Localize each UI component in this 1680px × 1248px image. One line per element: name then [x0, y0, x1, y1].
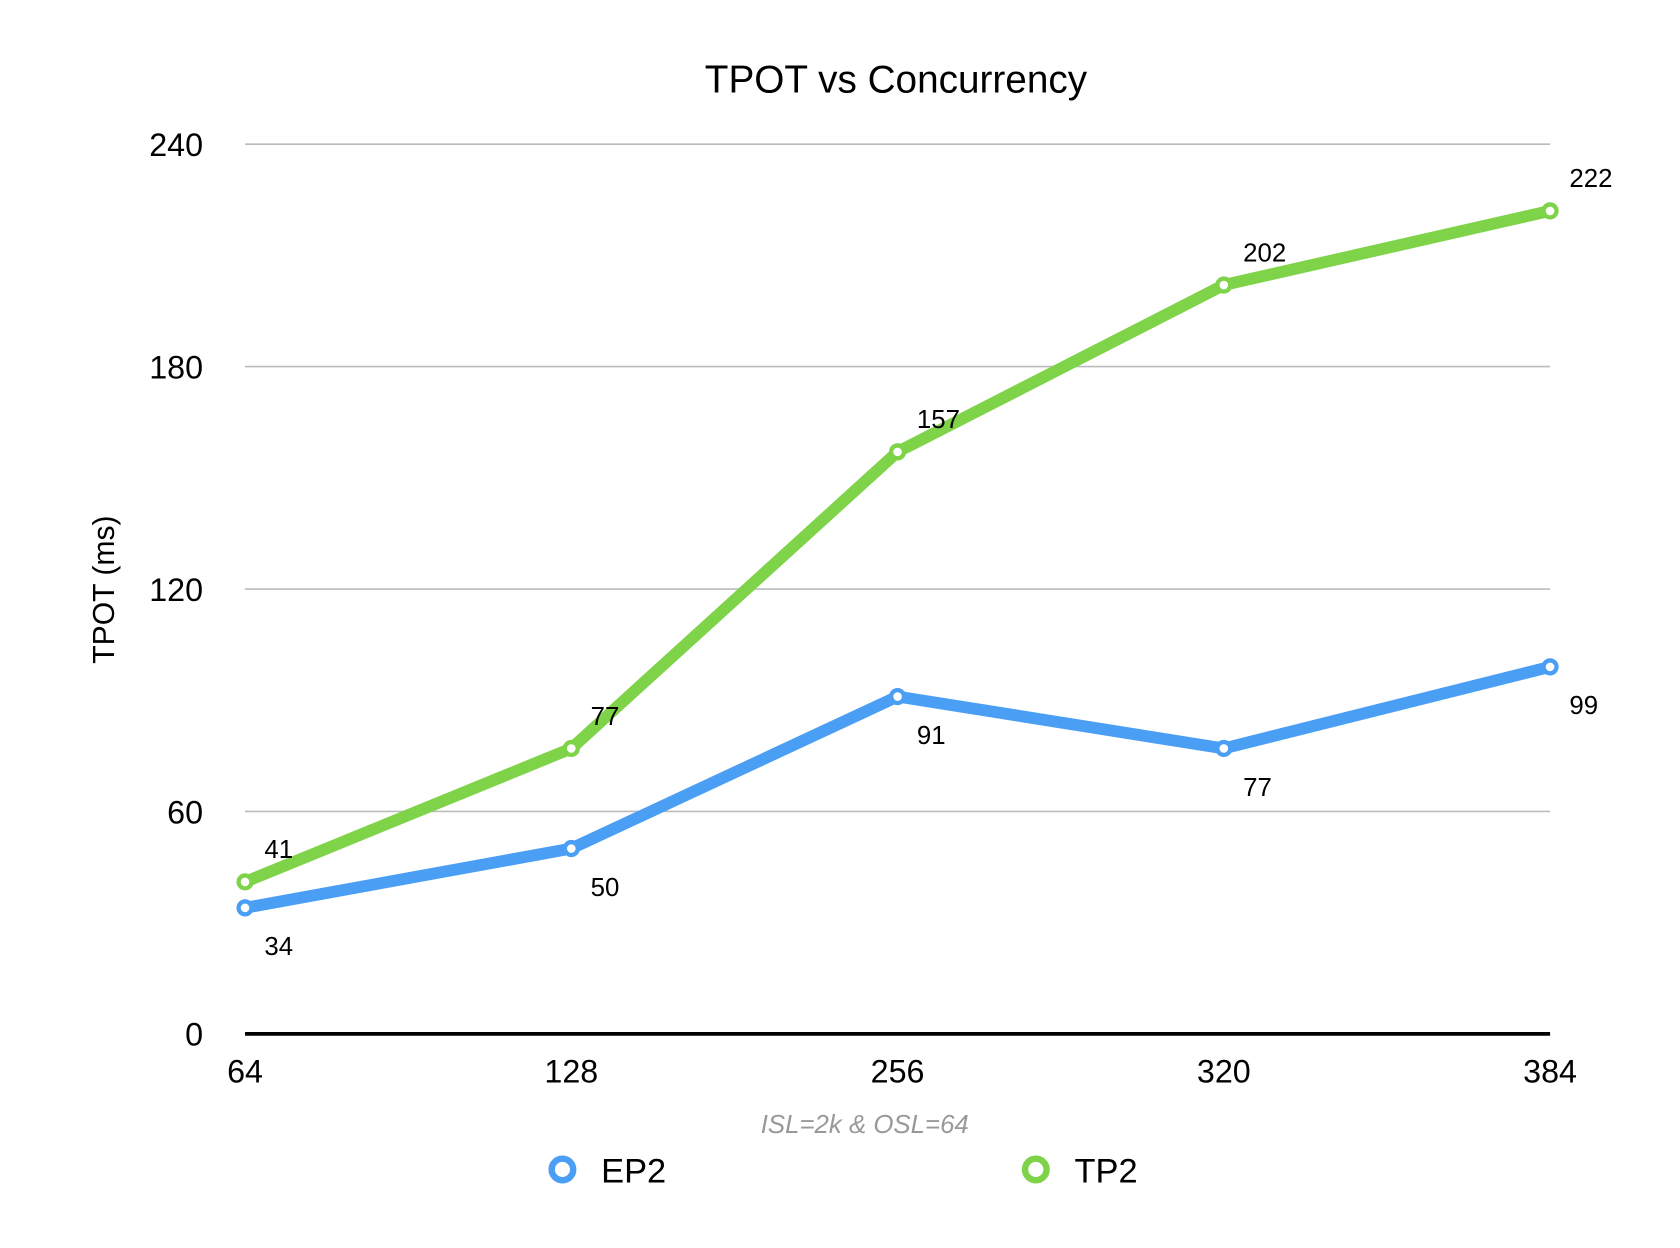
y-tick-label: 0: [185, 1017, 203, 1053]
x-tick-label: 128: [544, 1053, 598, 1089]
x-tick-label: 256: [871, 1053, 925, 1089]
data-point: [562, 739, 580, 758]
data-point: [888, 687, 907, 706]
x-axis-label: ISL=2k & OSL=64: [761, 1111, 969, 1139]
legend-marker-icon: [1021, 1155, 1050, 1184]
data-point: [236, 899, 254, 917]
y-tick-label: 240: [149, 127, 203, 163]
y-tick-label: 60: [167, 794, 203, 830]
legend-marker-icon: [548, 1155, 577, 1184]
data-point: [562, 839, 580, 858]
data-label: 41: [264, 836, 293, 864]
y-axis-label: TPOT (ms): [88, 515, 121, 663]
data-label: 77: [591, 703, 620, 731]
data-label: 99: [1569, 692, 1598, 720]
x-tick-label: 384: [1523, 1053, 1577, 1089]
data-label: 157: [917, 406, 960, 434]
data-label: 34: [264, 933, 293, 961]
x-tick-label: 320: [1197, 1053, 1251, 1089]
data-label: 222: [1569, 165, 1612, 193]
x-tick-label: 64: [227, 1053, 263, 1089]
data-point: [1541, 658, 1559, 676]
y-tick-label: 180: [149, 349, 203, 385]
chart-title: TPOT vs Concurrency: [705, 59, 1088, 102]
data-point: [1215, 276, 1233, 294]
data-point: [236, 873, 254, 891]
data-point: [888, 443, 907, 461]
legend-item-TP2: TP2: [1021, 1152, 1138, 1190]
data-point: [1215, 739, 1233, 758]
data-label: 202: [1243, 239, 1286, 267]
legend-label: TP2: [1075, 1152, 1138, 1190]
series-line: [242, 205, 1552, 888]
data-point: [1541, 202, 1559, 220]
data-label: 91: [917, 722, 946, 750]
data-label: 50: [591, 874, 620, 902]
data-label: 77: [1243, 774, 1272, 802]
series-EP2: 34 50 91 77 99: [236, 658, 1598, 961]
y-tick-label: 120: [149, 572, 203, 608]
legend-label: EP2: [601, 1152, 666, 1190]
legend-item-EP2: EP2: [548, 1152, 666, 1190]
series-TP2: 41 77 157 202 222: [236, 165, 1613, 891]
